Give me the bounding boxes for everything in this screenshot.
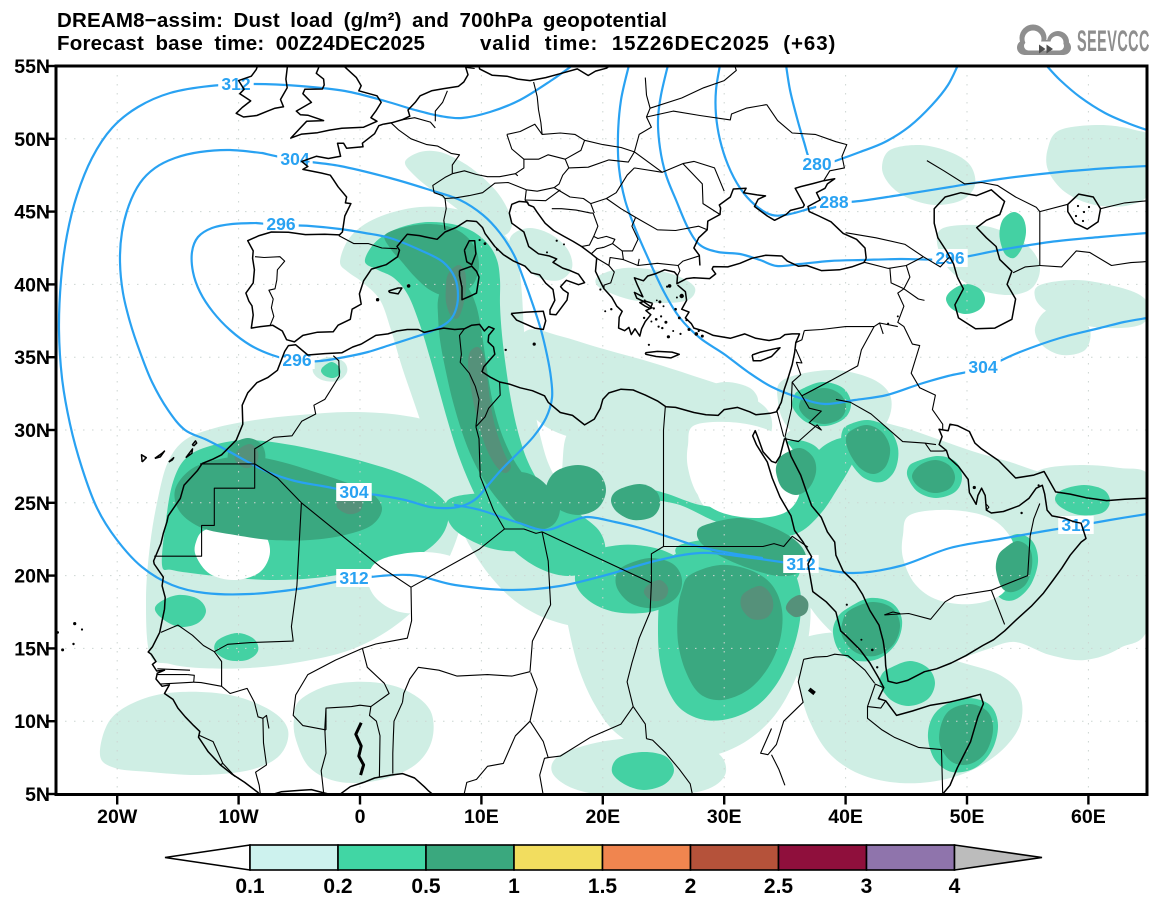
svg-text:304: 304 [339, 482, 368, 502]
svg-text:2.5: 2.5 [764, 875, 794, 898]
svg-text:Forecast base time: 00Z24DEC20: Forecast base time: 00Z24DEC2025 [57, 32, 425, 55]
svg-text:45N: 45N [14, 202, 50, 224]
svg-text:304: 304 [280, 149, 309, 169]
svg-text:40N: 40N [14, 274, 50, 296]
svg-text:30E: 30E [707, 806, 742, 828]
svg-text:50E: 50E [950, 806, 985, 828]
svg-text:3: 3 [861, 875, 873, 898]
svg-text:304: 304 [968, 357, 997, 377]
svg-text:25N: 25N [14, 493, 50, 515]
svg-text:10E: 10E [464, 806, 499, 828]
svg-text:312: 312 [221, 74, 250, 94]
svg-text:10W: 10W [219, 806, 260, 828]
svg-text:20E: 20E [585, 806, 620, 828]
svg-text:0.5: 0.5 [411, 875, 441, 898]
svg-text:312: 312 [339, 568, 368, 588]
svg-text:15N: 15N [14, 638, 50, 660]
svg-text:DREAM8−assim: Dust load (g/m²): DREAM8−assim: Dust load (g/m²) and 700hP… [57, 9, 667, 32]
svg-text:35N: 35N [14, 347, 50, 369]
svg-text:280: 280 [802, 154, 831, 174]
svg-text:296: 296 [282, 350, 311, 370]
svg-text:1.5: 1.5 [588, 875, 618, 898]
svg-text:1: 1 [508, 875, 520, 898]
svg-text:0: 0 [355, 806, 366, 828]
svg-text:0.1: 0.1 [235, 875, 265, 898]
svg-text:20N: 20N [14, 566, 50, 588]
svg-text:valid time: 15Z26DEC2025 (+63): valid time: 15Z26DEC2025 (+63) [480, 32, 836, 55]
svg-text:288: 288 [819, 192, 848, 212]
svg-text:5N: 5N [25, 784, 50, 806]
svg-text:40E: 40E [828, 806, 863, 828]
svg-text:55N: 55N [14, 56, 50, 78]
svg-text:2: 2 [685, 875, 697, 898]
svg-text:30N: 30N [14, 420, 50, 442]
svg-text:20W: 20W [97, 806, 138, 828]
svg-text:4: 4 [949, 875, 961, 898]
svg-text:0.2: 0.2 [323, 875, 352, 898]
svg-text:SEEVCCC: SEEVCCC [1077, 24, 1150, 57]
svg-text:296: 296 [266, 214, 295, 234]
svg-text:10N: 10N [14, 711, 50, 733]
svg-text:60E: 60E [1071, 806, 1106, 828]
svg-text:50N: 50N [14, 129, 50, 151]
